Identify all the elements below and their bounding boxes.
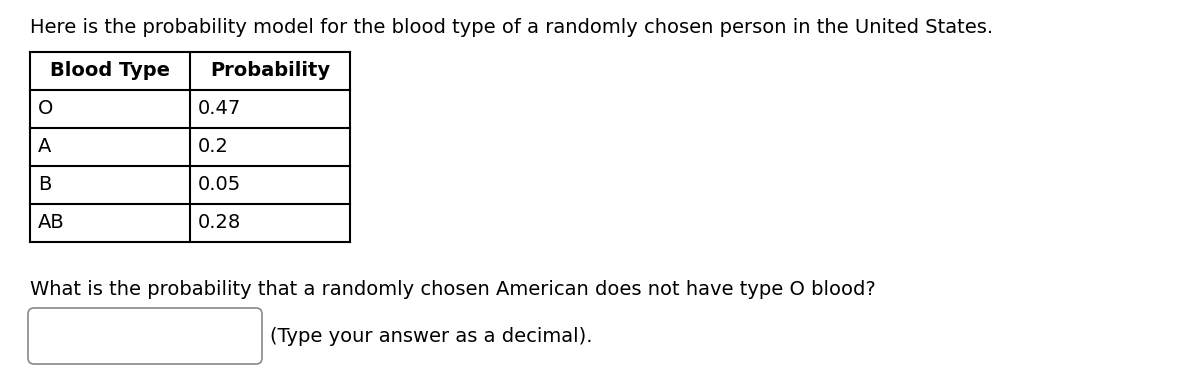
Text: Here is the probability model for the blood type of a randomly chosen person in : Here is the probability model for the bl… <box>30 18 994 37</box>
Text: 0.28: 0.28 <box>198 214 241 232</box>
Text: B: B <box>38 175 52 195</box>
Text: 0.05: 0.05 <box>198 175 241 195</box>
Text: 0.2: 0.2 <box>198 137 229 157</box>
Text: Blood Type: Blood Type <box>50 61 170 81</box>
Text: AB: AB <box>38 214 65 232</box>
Text: A: A <box>38 137 52 157</box>
FancyBboxPatch shape <box>28 308 262 364</box>
Text: O: O <box>38 99 53 119</box>
Text: (Type your answer as a decimal).: (Type your answer as a decimal). <box>270 326 593 346</box>
Text: Probability: Probability <box>210 61 330 81</box>
Text: What is the probability that a randomly chosen American does not have type O blo: What is the probability that a randomly … <box>30 280 876 299</box>
Text: 0.47: 0.47 <box>198 99 241 119</box>
